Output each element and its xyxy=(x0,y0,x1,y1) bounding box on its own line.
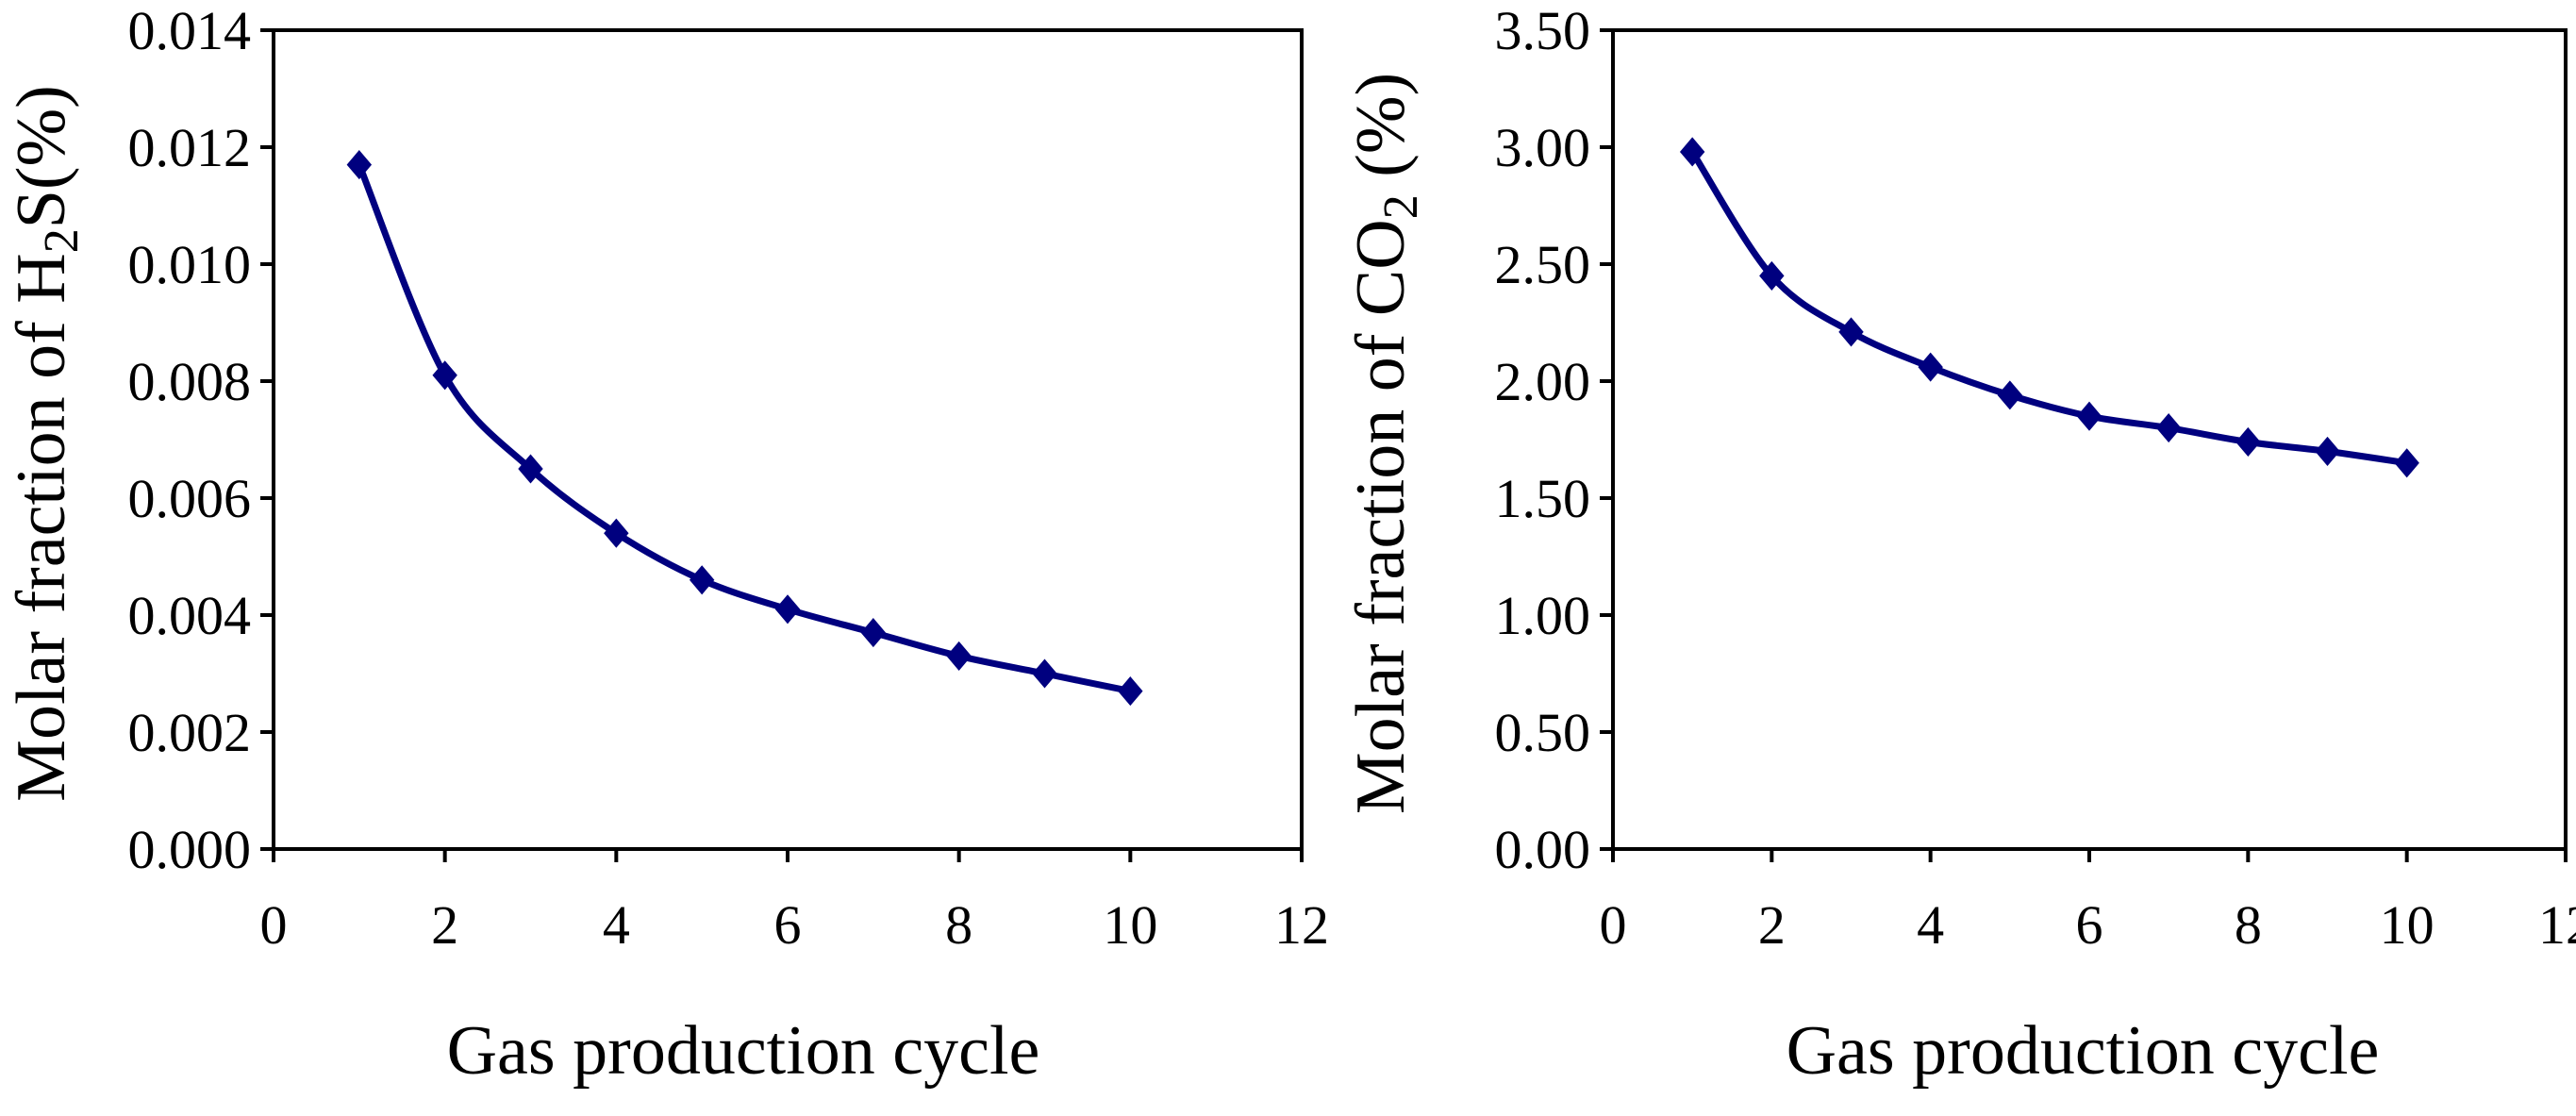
co2-y-axis-title-suffix: (%) xyxy=(1342,73,1420,194)
h2s-x-tick-label: 12 xyxy=(1274,894,1329,956)
co2-y-tick-label: 3.50 xyxy=(1495,0,1591,61)
co2-x-axis-title: Gas production cycle xyxy=(1787,1012,2380,1090)
h2s-plot-area: 0.000 0.002 0.004 0.006 0.008 0.010 0.012 0.014… xyxy=(128,0,1330,956)
h2s-data-point xyxy=(1032,658,1057,689)
h2s-y-tick-label: 0.014 xyxy=(128,0,252,61)
h2s-y-axis-title-main: Molar fraction of H xyxy=(3,253,80,802)
co2-x-tick-label: 6 xyxy=(2076,894,2103,956)
co2-data-point xyxy=(2155,413,2182,443)
h2s-x-tick-label: 2 xyxy=(431,894,458,956)
h2s-data-point xyxy=(346,150,373,180)
h2s-data-point xyxy=(1118,676,1143,707)
h2s-x-axis-title: Gas production cycle xyxy=(447,1012,1040,1090)
co2-data-point xyxy=(1838,317,1864,347)
h2s-data-point xyxy=(518,454,543,484)
h2s-x-tick-label: 10 xyxy=(1103,894,1157,956)
h2s-series-line xyxy=(356,161,1134,695)
h2s-x-tick-label: 4 xyxy=(603,894,630,956)
co2-y-tick-label: 0.50 xyxy=(1495,702,1591,763)
h2s-y-tick-label: 0.002 xyxy=(128,702,252,763)
co2-y-tick-label: 0.00 xyxy=(1495,819,1591,880)
h2s-y-tick-label: 0.004 xyxy=(128,585,252,646)
co2-y-tick-label: 1.50 xyxy=(1495,468,1591,529)
co2-y-axis-title-subscript: 2 xyxy=(1374,194,1428,219)
h2s-x-tick-label: 6 xyxy=(774,894,802,956)
co2-x-tick-label: 12 xyxy=(2538,894,2576,956)
co2-x-tick-label: 10 xyxy=(2380,894,2435,956)
h2s-data-point xyxy=(689,565,715,595)
h2s-y-tick-label: 0.012 xyxy=(128,117,252,178)
co2-data-point xyxy=(2394,448,2419,478)
co2-data-point xyxy=(2076,401,2102,431)
h2s-data-point xyxy=(774,594,801,625)
h2s-x-tick-label: 0 xyxy=(260,894,288,956)
co2-plot-frame xyxy=(1611,28,2568,851)
co2-y-tick-label: 2.00 xyxy=(1495,351,1591,412)
co2-data-point xyxy=(1918,352,1943,382)
h2s-y-axis-title-suffix: S(%) xyxy=(3,85,80,228)
co2-data-point xyxy=(2315,436,2340,466)
co2-data-point xyxy=(1679,137,1705,167)
co2-y-axis-title: Molar fraction of CO2 (%) xyxy=(1342,73,1428,814)
h2s-plot-frame xyxy=(272,28,1304,851)
h2s-y-tick-label: 0.008 xyxy=(128,351,252,412)
co2-x-tick-label: 2 xyxy=(1758,894,1786,956)
co2-chart: 0.00 0.50 1.00 1.50 2.00 2.50 3.00 3.50 0 2 4 6 8 10 1… xyxy=(1342,0,2576,1090)
co2-x-tick-label: 8 xyxy=(2235,894,2262,956)
h2s-data-point xyxy=(604,518,629,548)
co2-y-tick-label: 2.50 xyxy=(1495,234,1591,295)
h2s-y-tick-label: 0.000 xyxy=(128,819,252,880)
h2s-y-axis-title: Molar fraction of H2S(%) xyxy=(3,85,89,802)
h2s-y-tick-label: 0.006 xyxy=(128,468,252,529)
h2s-y-axis-title-subscript: 2 xyxy=(35,228,89,253)
co2-series-line xyxy=(1688,148,2411,467)
co2-x-tick-label: 0 xyxy=(1600,894,1627,956)
co2-y-tick-label: 3.00 xyxy=(1495,117,1591,178)
h2s-data-point xyxy=(946,641,972,671)
h2s-y-tick-label: 0.010 xyxy=(128,234,252,295)
h2s-chart: 0.000 0.002 0.004 0.006 0.008 0.010 0.012 0.014… xyxy=(3,0,1329,1090)
h2s-x-tick-label: 8 xyxy=(945,894,972,956)
co2-data-point xyxy=(1759,260,1785,291)
co2-y-axis-title-main: Molar fraction of CO xyxy=(1342,219,1420,814)
co2-data-point xyxy=(2235,426,2261,458)
h2s-data-point xyxy=(860,618,887,648)
h2s-data-point xyxy=(432,360,457,391)
co2-x-tick-label: 4 xyxy=(1917,894,1944,956)
co2-plot-area: 0.00 0.50 1.00 1.50 2.00 2.50 3.00 3.50 0 2 4 6 8 10 1… xyxy=(1495,0,2576,956)
co2-y-tick-label: 1.00 xyxy=(1495,585,1591,646)
co2-data-point xyxy=(1997,380,2023,410)
